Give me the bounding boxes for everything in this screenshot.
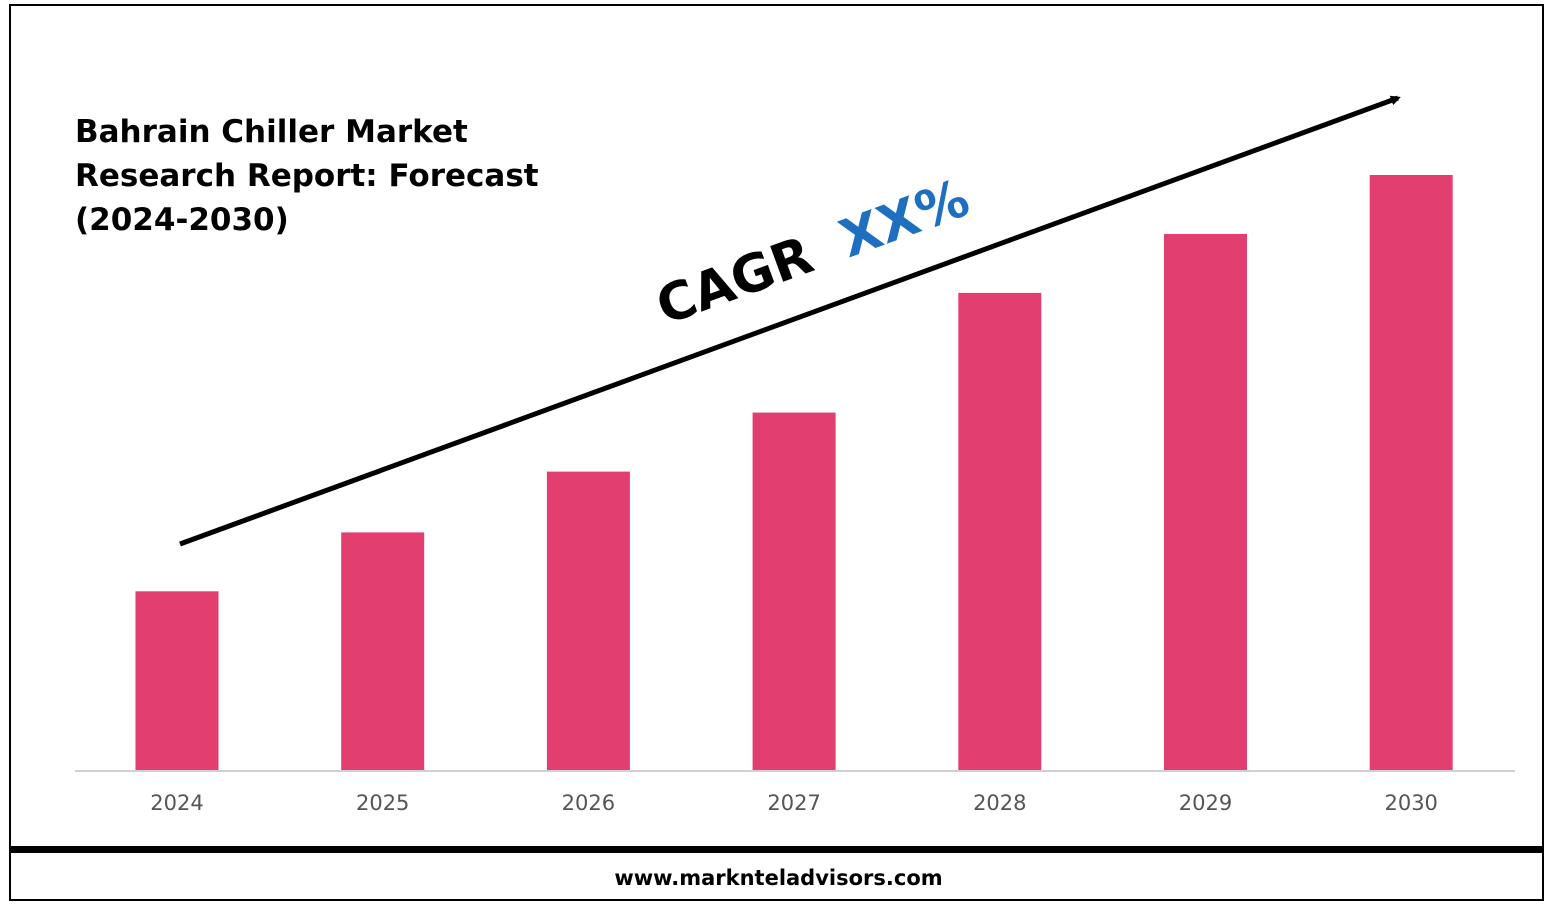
bar-2030 [1369,175,1453,770]
bar-2026 [546,471,630,770]
trend-arrow [179,95,1401,547]
bar-2028 [958,292,1042,770]
x-tick-label-2026: 2026 [562,791,615,815]
x-tick-labels: 2024 2025 2026 2027 2028 2029 2030 [150,791,1438,815]
x-tick-label-2028: 2028 [973,791,1026,815]
bars-group [135,175,1453,770]
chart-title: Bahrain Chiller Market Research Report: … [75,114,539,238]
bar-2027 [752,412,836,770]
bar-2029 [1164,234,1247,770]
x-tick-label-2025: 2025 [356,791,409,815]
footer-website: www.marknteladvisors.com [614,866,943,890]
x-tick-label-2027: 2027 [767,791,820,815]
x-tick-label-2029: 2029 [1179,791,1232,815]
x-tick-label-2024: 2024 [150,791,203,815]
bar-2024 [135,591,219,770]
x-tick-label-2030: 2030 [1384,791,1437,815]
footer-divider [9,846,1544,853]
bar-2025 [341,532,425,770]
cagr-value: XX% [832,168,977,270]
